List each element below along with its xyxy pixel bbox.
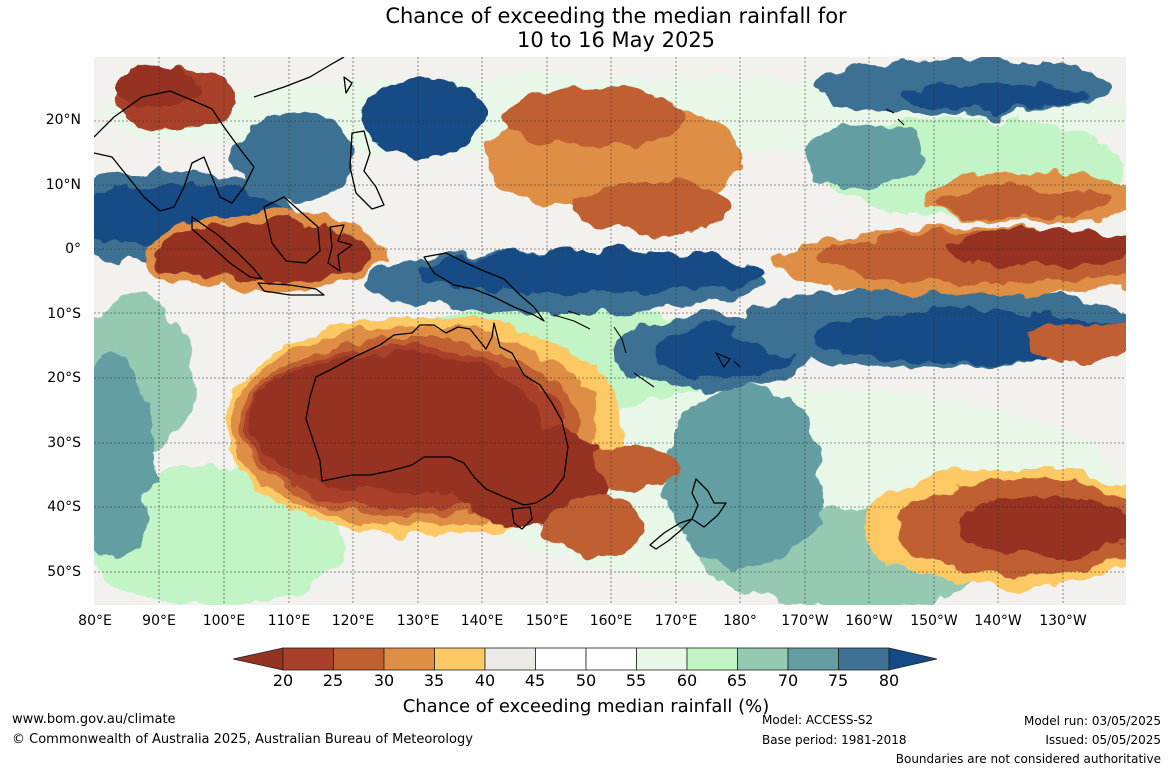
legend-swatch — [333, 647, 385, 671]
footer-base-period: Base period: 1981-2018 — [762, 733, 907, 747]
philippines-coastline — [349, 130, 385, 210]
legend-swatch — [434, 647, 486, 671]
lat-label-10n: 10°N — [45, 177, 81, 193]
new-caledonia — [633, 372, 655, 388]
lat-label-40s: 40°S — [47, 499, 81, 515]
new-zealand-south-coastline — [649, 518, 693, 550]
map-title: Chance of exceeding the median rainfall … — [0, 4, 1173, 52]
coastlines — [94, 57, 727, 550]
lat-label-20s: 20°S — [47, 370, 81, 386]
lat-label-0: 0° — [65, 241, 81, 257]
sumatra-coastline — [191, 216, 263, 280]
lon-label-140e: 140°E — [460, 613, 504, 629]
china-coastline — [253, 57, 345, 98]
probability-field — [94, 57, 1126, 605]
rainfall-probability-map — [94, 57, 1126, 605]
legend-swatch — [282, 647, 334, 671]
hawaii-islands — [885, 108, 905, 126]
legend-swatch — [585, 647, 637, 671]
footer-issued: Issued: 05/05/2025 — [1045, 733, 1161, 747]
legend-swatch — [686, 647, 738, 671]
lon-label-150e: 150°E — [525, 613, 569, 629]
australia-coastline — [305, 322, 569, 506]
legend-swatch — [838, 647, 890, 671]
legend-extend-low — [233, 647, 284, 671]
map-title-line1: Chance of exceeding the median rainfall … — [385, 4, 847, 28]
legend-tick: 30 — [373, 671, 395, 690]
legend-tick: 40 — [474, 671, 496, 690]
legend-tick: 35 — [423, 671, 445, 690]
lat-label-20n: 20°N — [45, 112, 81, 128]
legend-tick: 45 — [524, 671, 546, 690]
legend-tick: 55 — [625, 671, 647, 690]
footer-url: www.bom.gov.au/climate — [12, 712, 176, 727]
legend-tick: 80 — [878, 671, 900, 690]
vanuatu-islands — [613, 326, 627, 354]
legend-tick: 70 — [777, 671, 799, 690]
legend-tick: 25 — [322, 671, 344, 690]
lon-label-90e: 90°E — [142, 613, 176, 629]
lon-label-160e: 160°E — [589, 613, 633, 629]
legend-swatch — [787, 647, 839, 671]
lat-label-50s: 50°S — [47, 564, 81, 580]
lon-label-180: 180° — [723, 613, 757, 629]
legend-tick: 75 — [827, 671, 849, 690]
legend-tick: 65 — [726, 671, 748, 690]
lon-label-110e: 110°E — [267, 613, 311, 629]
legend-swatch — [636, 647, 688, 671]
legend-extend-high — [888, 647, 938, 671]
lon-label-130e: 130°E — [396, 613, 440, 629]
lon-label-80e: 80°E — [78, 613, 112, 629]
legend-tick: 60 — [676, 671, 698, 690]
map-canvas — [94, 57, 1126, 605]
lon-label-130w: 130°W — [1039, 613, 1087, 629]
new-guinea-coastline — [423, 252, 545, 322]
solomon-islands — [553, 310, 591, 330]
legend-swatch — [484, 647, 536, 671]
legend-title: Chance of exceeding median rainfall (%) — [402, 696, 770, 717]
legend-swatch — [737, 647, 789, 671]
legend-colorbar — [233, 647, 938, 671]
java-coastline — [257, 282, 325, 296]
lon-label-120e: 120°E — [331, 613, 375, 629]
legend-tick: 20 — [272, 671, 294, 690]
footer-copyright: © Commonwealth of Australia 2025, Austra… — [12, 732, 473, 747]
lon-label-140w: 140°W — [974, 613, 1022, 629]
lon-label-170w: 170°W — [781, 613, 829, 629]
southeast-asia-coastline — [94, 90, 255, 212]
sulawesi-coastline — [327, 224, 353, 272]
new-zealand-north-coastline — [691, 478, 727, 528]
lon-label-160w: 160°W — [845, 613, 893, 629]
legend-tick: 50 — [575, 671, 597, 690]
lon-label-170e: 170°E — [654, 613, 698, 629]
pacific-islands — [553, 108, 905, 388]
legend-swatch — [535, 647, 587, 671]
taiwan-coastline — [343, 76, 353, 94]
graticule — [94, 57, 1126, 605]
footer-model: Model: ACCESS-S2 — [762, 713, 874, 727]
lon-label-150w: 150°W — [910, 613, 958, 629]
map-title-line2: 10 to 16 May 2025 — [516, 28, 716, 52]
footer-disclaimer: Boundaries are not considered authoritat… — [895, 752, 1161, 766]
legend-swatch — [383, 647, 435, 671]
lat-label-30s: 30°S — [47, 435, 81, 451]
borneo-coastline — [263, 196, 321, 264]
lon-label-100e: 100°E — [202, 613, 246, 629]
lat-label-10s: 10°S — [47, 306, 81, 322]
tasmania-coastline — [511, 506, 533, 530]
fiji-islands — [714, 351, 741, 368]
footer-model-run: Model run: 03/05/2025 — [1023, 714, 1161, 728]
